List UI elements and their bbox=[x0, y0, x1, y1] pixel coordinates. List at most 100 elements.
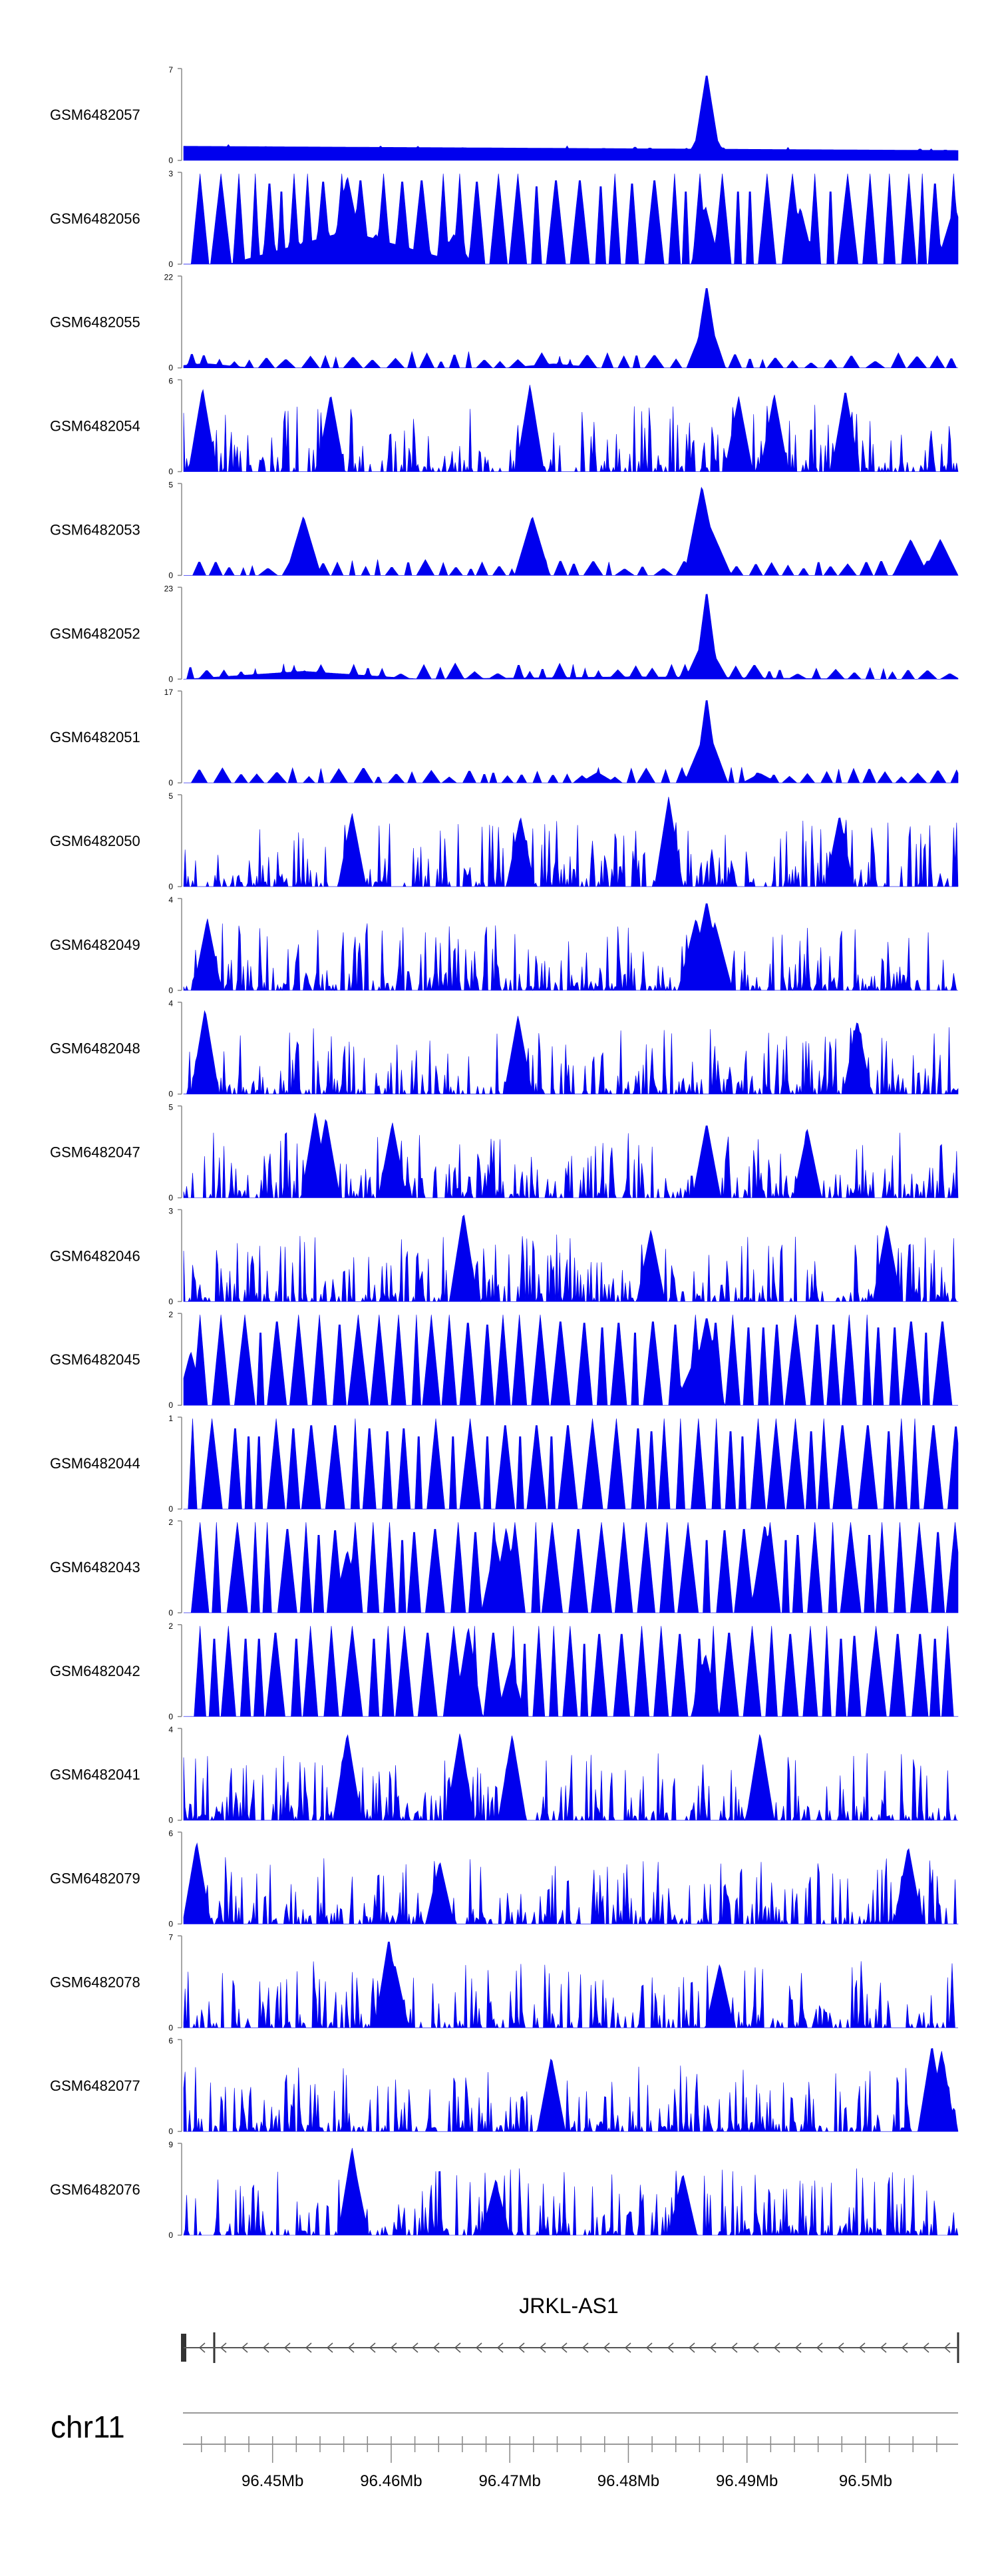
y-min-label: 0 bbox=[168, 1297, 173, 1306]
track-label: GSM6482052 bbox=[50, 625, 140, 642]
y-max-label: 1 bbox=[168, 1414, 173, 1423]
track-label: GSM6482055 bbox=[50, 314, 140, 331]
y-min-label: 0 bbox=[168, 1193, 173, 1203]
tick-label: 96.45Mb bbox=[242, 2472, 303, 2490]
track-GSM6482057: GSM6482057 7 0 bbox=[50, 65, 959, 165]
track-GSM6482076: GSM6482076 9 0 bbox=[50, 2140, 959, 2240]
strand-arrow bbox=[645, 2342, 653, 2353]
track-label: GSM6482048 bbox=[50, 1040, 140, 1057]
strand-arrow bbox=[518, 2342, 525, 2353]
y-max-label: 2 bbox=[168, 1621, 173, 1631]
track-label: GSM6482043 bbox=[50, 1559, 140, 1576]
coverage-area bbox=[183, 385, 959, 473]
strand-arrow bbox=[752, 2342, 759, 2353]
track-label: GSM6482050 bbox=[50, 833, 140, 849]
coverage-tracks: GSM648205770GSM648205630GSM6482055220GSM… bbox=[50, 65, 959, 2240]
track-GSM6482045: GSM6482045 2 0 bbox=[50, 1310, 958, 1410]
strand-arrow bbox=[326, 2342, 333, 2353]
strand-arrow bbox=[283, 2342, 291, 2353]
y-max-label: 4 bbox=[168, 999, 173, 1008]
strand-arrow bbox=[475, 2342, 482, 2353]
track-label: GSM6482047 bbox=[50, 1144, 140, 1161]
track-label: GSM6482079 bbox=[50, 1870, 140, 1886]
strand-arrow bbox=[411, 2342, 418, 2353]
strand-arrow bbox=[347, 2342, 355, 2353]
strand-arrow bbox=[943, 2342, 951, 2353]
genome-axis-ticks: 96.45Mb 96.46Mb 96.47Mb 96.48Mb 96.49Mb 96.5M… bbox=[200, 2436, 937, 2490]
coverage-area bbox=[183, 1315, 958, 1406]
track-GSM6482047: GSM6482047 5 0 bbox=[50, 1103, 959, 1203]
coverage-area bbox=[184, 1522, 959, 1613]
strand-arrow bbox=[262, 2342, 269, 2353]
track-label: GSM6482057 bbox=[50, 107, 140, 123]
track-label: GSM6482044 bbox=[50, 1455, 140, 1472]
y-min-label: 0 bbox=[168, 2231, 173, 2240]
y-min-label: 0 bbox=[168, 363, 173, 373]
track-GSM6482054: GSM6482054 6 0 bbox=[50, 377, 959, 477]
coverage-area bbox=[183, 1942, 958, 2029]
y-min-label: 0 bbox=[168, 1090, 173, 1099]
track-label: GSM6482042 bbox=[50, 1663, 140, 1679]
track-label: GSM6482045 bbox=[50, 1351, 140, 1368]
coverage-area bbox=[183, 173, 959, 265]
coverage-area bbox=[183, 594, 959, 680]
track-label: GSM6482051 bbox=[50, 729, 140, 746]
track-GSM6482049: GSM6482049 4 0 bbox=[50, 895, 958, 995]
y-min-label: 0 bbox=[168, 986, 173, 995]
y-min-label: 0 bbox=[168, 156, 173, 165]
strand-arrow bbox=[560, 2342, 568, 2353]
y-min-label: 0 bbox=[168, 1400, 173, 1410]
gene-strand-arrows bbox=[198, 2342, 951, 2353]
coverage-area bbox=[183, 1733, 958, 1821]
y-max-label: 2 bbox=[168, 1310, 173, 1319]
y-min-label: 0 bbox=[168, 2023, 173, 2032]
coverage-area bbox=[184, 700, 959, 784]
strand-arrow bbox=[816, 2342, 823, 2353]
track-label: GSM6482049 bbox=[50, 937, 140, 953]
strand-arrow bbox=[198, 2342, 206, 2353]
y-min-label: 0 bbox=[168, 1504, 173, 1514]
track-GSM6482042: GSM6482042 2 0 bbox=[50, 1621, 959, 1721]
genome-axis-track: chr11 96.45Mb 96.46Mb 96.47Mb 96.48Mb 96.49M… bbox=[51, 2410, 958, 2490]
coverage-area bbox=[183, 2048, 959, 2133]
strand-arrow bbox=[667, 2342, 674, 2353]
coverage-area bbox=[183, 75, 959, 161]
track-GSM6482043: GSM6482043 2 0 bbox=[50, 1518, 959, 1617]
y-max-label: 7 bbox=[168, 1932, 173, 1942]
y-max-label: 6 bbox=[168, 1828, 173, 1838]
strand-arrow bbox=[731, 2342, 738, 2353]
track-label: GSM6482076 bbox=[50, 2181, 140, 2198]
y-max-label: 22 bbox=[164, 273, 174, 282]
coverage-area bbox=[183, 2147, 959, 2237]
track-GSM6482056: GSM6482056 3 0 bbox=[50, 169, 959, 269]
y-max-label: 2 bbox=[168, 1518, 173, 1527]
track-label: GSM6482078 bbox=[50, 1974, 140, 1990]
y-min-label: 0 bbox=[168, 260, 173, 269]
track-GSM6482052: GSM6482052 23 0 bbox=[50, 584, 959, 684]
track-label: GSM6482053 bbox=[50, 521, 140, 538]
track-label: GSM6482077 bbox=[50, 2077, 140, 2094]
strand-arrow bbox=[709, 2342, 717, 2353]
y-min-label: 0 bbox=[168, 1608, 173, 1617]
strand-arrow bbox=[496, 2342, 504, 2353]
track-GSM6482050: GSM6482050 5 0 bbox=[50, 791, 959, 891]
track-GSM6482055: GSM6482055 22 0 bbox=[50, 273, 958, 373]
strand-arrow bbox=[922, 2342, 929, 2353]
y-min-label: 0 bbox=[168, 674, 173, 684]
strand-arrow bbox=[305, 2342, 312, 2353]
strand-arrow bbox=[858, 2342, 866, 2353]
track-GSM6482051: GSM6482051 17 0 bbox=[50, 688, 959, 787]
strand-arrow bbox=[390, 2342, 397, 2353]
strand-arrow bbox=[220, 2342, 227, 2353]
y-max-label: 4 bbox=[168, 895, 173, 905]
gene-label: JRKL-AS1 bbox=[519, 2294, 618, 2318]
coverage-area bbox=[183, 1214, 959, 1303]
y-min-label: 0 bbox=[168, 1816, 173, 1825]
tick-label: 96.48Mb bbox=[597, 2472, 659, 2490]
track-label: GSM6482054 bbox=[50, 418, 140, 435]
coverage-area bbox=[183, 903, 958, 991]
y-max-label: 4 bbox=[168, 1725, 173, 1735]
y-max-label: 7 bbox=[168, 65, 173, 75]
strand-arrow bbox=[432, 2342, 440, 2353]
y-min-label: 0 bbox=[168, 1919, 173, 1928]
